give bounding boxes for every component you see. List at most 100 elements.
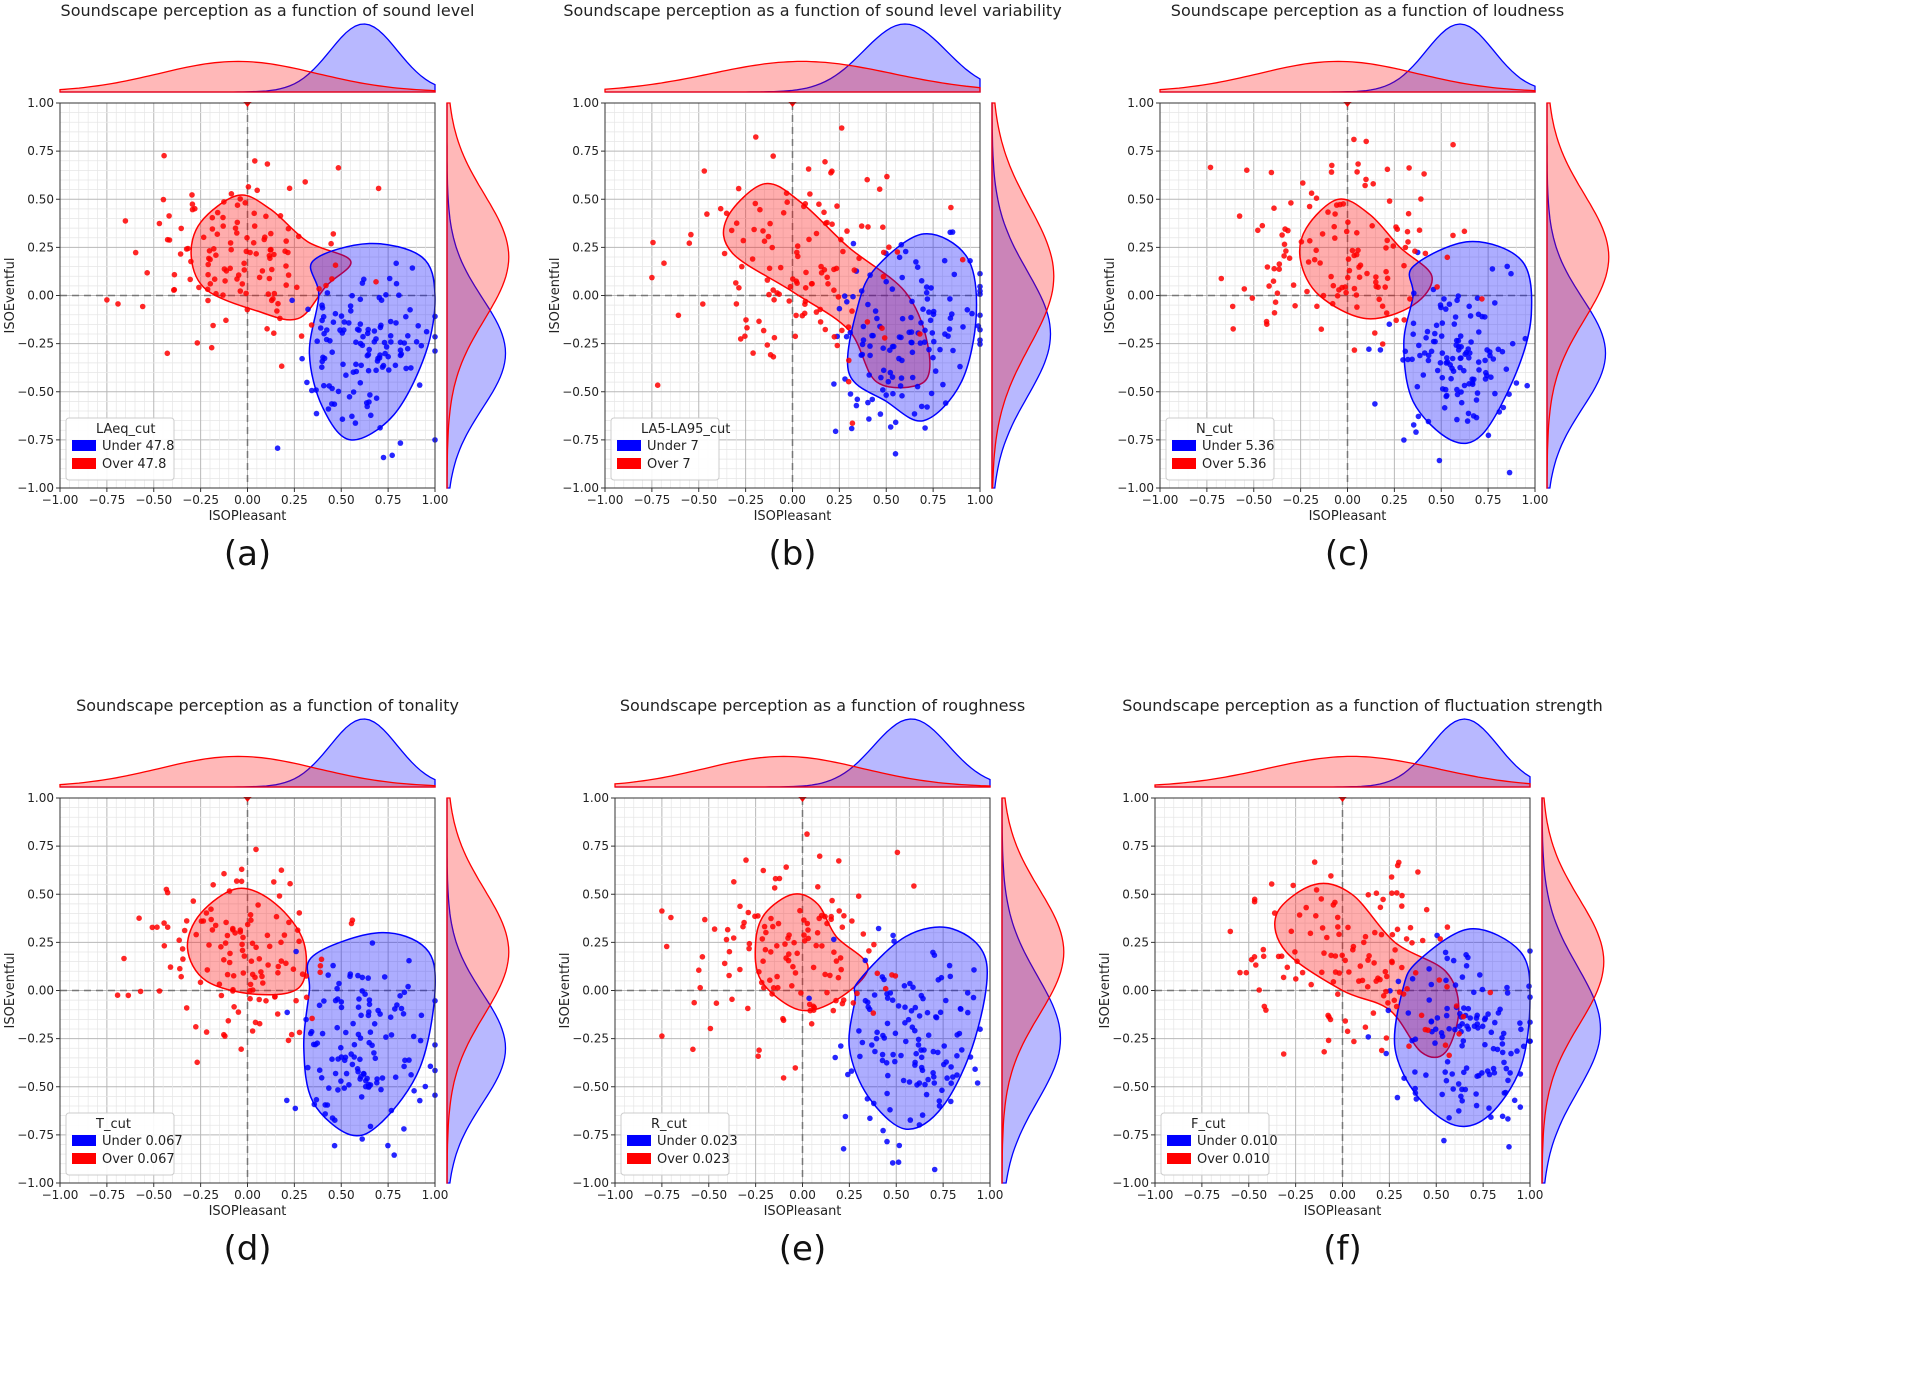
data-point (1386, 321, 1393, 328)
data-point (1330, 979, 1337, 985)
y-tick-label: −0.75 (1112, 1128, 1149, 1142)
data-point (285, 272, 292, 278)
data-point (278, 363, 285, 370)
data-point (339, 416, 346, 423)
legend-label: Under 0.067 (102, 1134, 183, 1149)
data-point (206, 248, 213, 254)
data-point (247, 249, 253, 256)
data-point (376, 294, 383, 301)
data-point (241, 953, 248, 959)
data-point (352, 420, 359, 426)
data-point (756, 969, 762, 975)
data-point (883, 392, 889, 398)
data-point (319, 305, 326, 311)
data-point (403, 365, 409, 372)
data-point (907, 1117, 914, 1123)
data-point (262, 234, 268, 240)
data-point (1405, 210, 1412, 217)
data-point (271, 290, 278, 297)
data-point (1467, 350, 1473, 356)
data-point (1389, 931, 1396, 938)
data-point (238, 878, 245, 885)
data-point (1418, 1012, 1425, 1019)
x-tick-label: −0.25 (1277, 1188, 1314, 1202)
data-point (661, 260, 667, 267)
data-point (736, 285, 742, 291)
data-point (205, 271, 211, 278)
scatter-points (1207, 136, 1530, 476)
data-point (831, 949, 837, 955)
data-point (816, 853, 823, 859)
data-point (283, 238, 290, 244)
data-point (1505, 1116, 1511, 1122)
data-point (383, 344, 390, 350)
data-point (1377, 904, 1384, 911)
data-point (1420, 372, 1427, 378)
data-point (836, 305, 843, 312)
data-point (247, 981, 254, 988)
y-tick-label: 0.00 (582, 984, 609, 998)
data-point (1443, 1077, 1450, 1084)
data-point (1461, 382, 1468, 389)
data-point (730, 935, 737, 941)
data-point (924, 404, 930, 410)
data-point (915, 1036, 922, 1043)
data-point (342, 1054, 349, 1061)
data-point (209, 214, 216, 221)
data-point (753, 134, 759, 140)
panel-caption: (d) (223, 1229, 271, 1269)
data-point (1383, 310, 1390, 316)
x-tick-label: 0.00 (779, 493, 806, 507)
data-point (1426, 997, 1432, 1003)
data-point (240, 970, 247, 976)
data-point (231, 1004, 237, 1010)
y-axis-label: ISOEventful (1103, 258, 1118, 334)
data-point (385, 353, 392, 360)
data-point (890, 390, 896, 397)
data-point (1321, 950, 1327, 956)
y-axis-label: ISOEventful (1098, 953, 1113, 1029)
data-point (833, 958, 840, 964)
data-point (171, 287, 177, 293)
data-point (892, 419, 899, 426)
data-point (226, 959, 233, 966)
data-point (869, 1042, 875, 1048)
data-point (309, 1015, 315, 1022)
data-point (654, 382, 661, 389)
data-point (1280, 974, 1287, 981)
data-point (164, 236, 171, 243)
data-point (1342, 957, 1348, 964)
x-tick-label: 0.25 (1376, 1188, 1403, 1202)
data-point (377, 1011, 383, 1017)
data-point (293, 997, 299, 1004)
data-point (1444, 924, 1451, 930)
data-point (1446, 1026, 1452, 1032)
data-point (849, 918, 855, 924)
data-point (1337, 201, 1343, 208)
data-point (1460, 1013, 1467, 1020)
data-point (935, 977, 942, 983)
data-point (878, 374, 884, 381)
data-point (1406, 165, 1412, 171)
data-point (1332, 235, 1338, 241)
data-point (875, 925, 882, 932)
right-marginal-density (991, 102, 1055, 489)
data-point (880, 273, 887, 280)
data-point (696, 967, 702, 973)
data-point (1384, 973, 1390, 980)
y-tick-label: 1.00 (1122, 791, 1149, 805)
data-point (373, 367, 379, 374)
data-point (1439, 350, 1446, 356)
chart-svg: Soundscape perception as a function of l… (1103, 1, 1610, 574)
data-point (366, 1001, 373, 1008)
data-point (880, 249, 887, 256)
data-point (177, 251, 184, 257)
y-tick-label: 0.25 (27, 935, 54, 949)
data-point (1268, 881, 1275, 887)
data-point (771, 885, 778, 891)
x-tick-label: 1.00 (967, 493, 994, 507)
data-point (316, 1067, 323, 1073)
data-point (357, 1056, 363, 1063)
data-point (206, 942, 212, 948)
